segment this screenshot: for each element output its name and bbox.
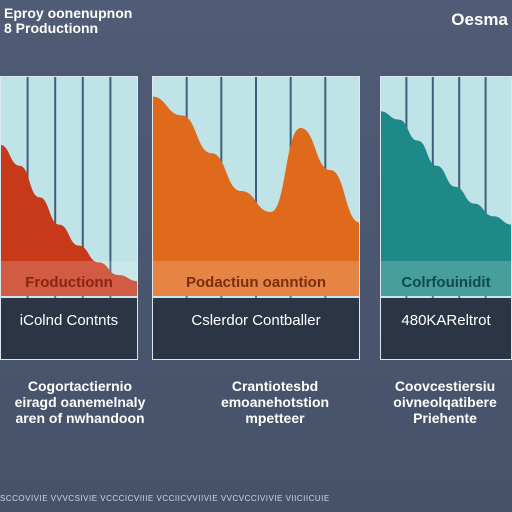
label-strip <box>380 261 512 298</box>
label-strip <box>152 261 360 298</box>
chart-svg <box>152 76 360 360</box>
bottom-strip <box>152 298 360 360</box>
brand-label: Oesma <box>451 10 508 29</box>
panel-top-label: Froductionn <box>25 274 113 291</box>
footer-text: SCCOVIVIE VVVCSIVIE VCCCICVIIIE VCCIICVV… <box>0 494 330 503</box>
panel-frame <box>152 76 360 360</box>
chart-panel-production: Froductionn iColnd Contnts <box>0 76 138 360</box>
panel-bottom-label: iColnd Contnts <box>19 312 119 329</box>
panel-bottom-label: Cslerdor Contballer <box>191 312 321 329</box>
chart-svg <box>380 76 512 360</box>
bottom-strip <box>0 298 138 360</box>
panel-bottom-label: 480KAReltrot <box>401 312 491 329</box>
panel-frame <box>0 76 138 360</box>
area-series <box>152 96 360 296</box>
chart-svg <box>0 76 138 360</box>
chart-title: Eproy oonenupnon 8 Productionn <box>4 6 224 36</box>
title-line-2: 8 Productionn <box>4 20 99 36</box>
panel-top-label: Podactiun oanntion <box>186 274 326 291</box>
panel-caption-right: Coovcestiersiu oivneolqatibere Priehente <box>393 378 497 426</box>
panel-caption-middle: Crantiotesbd emoanehotstion mpetteer <box>220 378 330 426</box>
bottom-strip <box>380 298 512 360</box>
chart-panel-consumption: Podactiun oanntion Cslerdor Contballer <box>152 76 360 360</box>
title-line-1: Eproy oonenupnon <box>4 5 133 21</box>
area-series <box>380 111 512 296</box>
area-series <box>0 144 138 296</box>
panel-caption-left: Cogortactiernio eiragd oanemelnaly aren … <box>14 378 146 426</box>
panel-top-label: Colrfouinidit <box>401 274 491 291</box>
label-strip <box>0 261 138 298</box>
chart-panel-comparison: Colrfouinidit 480KAReltrot <box>380 76 512 360</box>
